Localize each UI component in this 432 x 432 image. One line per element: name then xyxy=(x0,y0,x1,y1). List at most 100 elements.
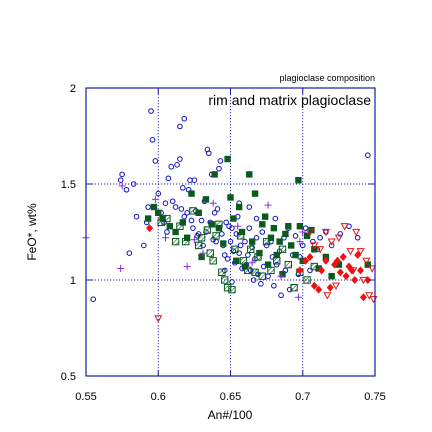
data-point-filled-square xyxy=(215,224,223,232)
data-point-open-circle xyxy=(242,238,248,245)
data-point-hatched-square xyxy=(239,257,248,265)
data-point-filled-diamond xyxy=(357,266,365,275)
data-point-filled-square xyxy=(308,226,315,234)
data-point-plus xyxy=(264,201,272,209)
data-point-plus xyxy=(248,259,256,267)
data-point-filled-square xyxy=(208,221,215,228)
data-point-filled-square xyxy=(270,224,278,232)
data-point-filled-square xyxy=(150,203,158,211)
data-point-plus xyxy=(296,238,304,246)
data-point-hatched-square xyxy=(273,257,281,265)
data-point-hatched-square xyxy=(251,268,259,277)
data-point-hatched-square xyxy=(236,232,245,240)
data-point-hatched-square xyxy=(197,234,206,242)
data-point-open-circle xyxy=(224,256,231,262)
data-point-open-circle xyxy=(271,282,277,289)
data-point-open-triangle xyxy=(352,228,361,237)
data-point-open-circle xyxy=(250,277,257,283)
data-point-filled-square xyxy=(248,238,256,245)
data-point-filled-square xyxy=(256,249,263,257)
data-point-filled-square xyxy=(251,190,259,197)
data-point-open-triangle xyxy=(365,292,374,300)
data-point-filled-square xyxy=(264,261,272,268)
data-point-open-circle xyxy=(152,158,159,164)
data-point-hatched-square xyxy=(206,249,214,257)
data-point-filled-square xyxy=(238,228,246,236)
data-point-filled-square xyxy=(292,251,299,259)
data-point-filled-square xyxy=(188,190,195,197)
data-point-open-circle xyxy=(191,177,198,183)
data-point-filled-square xyxy=(328,272,335,280)
data-point-filled-diamond xyxy=(354,251,362,260)
data-point-hatched-square xyxy=(290,283,298,292)
data-point-hatched-square xyxy=(209,257,217,265)
data-point-filled-square xyxy=(246,171,253,178)
data-point-open-circle xyxy=(211,210,218,216)
data-point-hatched-square xyxy=(247,245,255,253)
data-point-open-circle xyxy=(227,238,234,245)
data-point-filled-square xyxy=(285,223,292,230)
data-point-filled-square xyxy=(198,253,205,261)
data-point-open-circle xyxy=(217,158,224,164)
data-point-plus xyxy=(234,222,242,230)
data-point-plus xyxy=(277,272,285,280)
data-point-filled-square xyxy=(155,209,162,216)
data-point-filled-square xyxy=(172,228,179,236)
data-point-filled-square xyxy=(296,223,304,230)
data-point-filled-square xyxy=(144,215,152,222)
data-point-open-circle xyxy=(216,165,222,172)
data-point-filled-square xyxy=(233,257,240,264)
data-point-open-circle xyxy=(178,206,185,212)
data-point-open-circle xyxy=(168,163,175,170)
data-point-filled-diamond xyxy=(339,252,347,261)
data-point-open-circle xyxy=(117,177,124,183)
data-point-filled-square xyxy=(195,209,202,216)
data-point-open-triangle xyxy=(369,296,378,304)
data-point-plus xyxy=(118,182,126,190)
data-point-open-triangle xyxy=(323,292,332,300)
corner-label: plagioclase composition xyxy=(279,73,375,83)
data-point-hatched-square xyxy=(182,237,190,246)
data-point-filled-square xyxy=(202,196,210,203)
data-point-filled-square xyxy=(224,155,231,163)
data-point-plus xyxy=(151,195,159,203)
data-points xyxy=(82,108,378,323)
data-point-plus xyxy=(199,249,207,257)
data-point-open-circle xyxy=(310,238,316,245)
data-point-open-circle xyxy=(299,242,306,249)
data-point-filled-square xyxy=(287,242,295,249)
data-point-filled-square xyxy=(364,261,371,268)
data-point-hatched-square xyxy=(254,253,262,261)
x-tick-label: 0.75 xyxy=(364,391,385,403)
data-point-open-circle xyxy=(246,204,253,210)
x-axis-title: An#/100 xyxy=(208,408,253,422)
data-point-open-triangle xyxy=(349,267,358,275)
data-point-filled-square xyxy=(259,221,266,228)
data-point-hatched-square xyxy=(163,214,171,223)
data-point-plus xyxy=(294,293,302,301)
data-point-hatched-square xyxy=(310,262,319,271)
data-point-open-circle xyxy=(307,267,313,274)
data-point-open-circle xyxy=(180,185,186,191)
data-point-open-circle xyxy=(253,215,260,222)
data-point-open-circle xyxy=(169,198,176,205)
data-point-filled-diamond xyxy=(310,281,318,290)
axis-ticks: 0.55 0.6 0.65 0.7 0.75 0.5 1 1.5 2 xyxy=(61,83,386,403)
x-tick-label: 0.6 xyxy=(151,391,166,403)
data-point-open-circle xyxy=(126,250,133,256)
data-point-open-circle xyxy=(177,123,183,130)
data-point-filled-diamond xyxy=(342,272,350,281)
data-point-open-circle xyxy=(206,150,212,157)
data-point-filled-diamond xyxy=(336,268,344,277)
data-point-open-circle xyxy=(214,206,221,212)
grid-lines xyxy=(86,88,375,376)
data-point-open-circle xyxy=(236,250,242,256)
data-point-plus xyxy=(209,199,217,207)
data-point-open-circle xyxy=(237,242,244,249)
data-point-filled-square xyxy=(303,232,311,240)
data-point-filled-diamond xyxy=(333,256,341,265)
data-point-filled-diamond xyxy=(302,256,310,265)
data-point-plus xyxy=(190,236,198,244)
y-tick-label: 1 xyxy=(70,275,76,287)
data-point-open-triangle xyxy=(327,238,336,246)
